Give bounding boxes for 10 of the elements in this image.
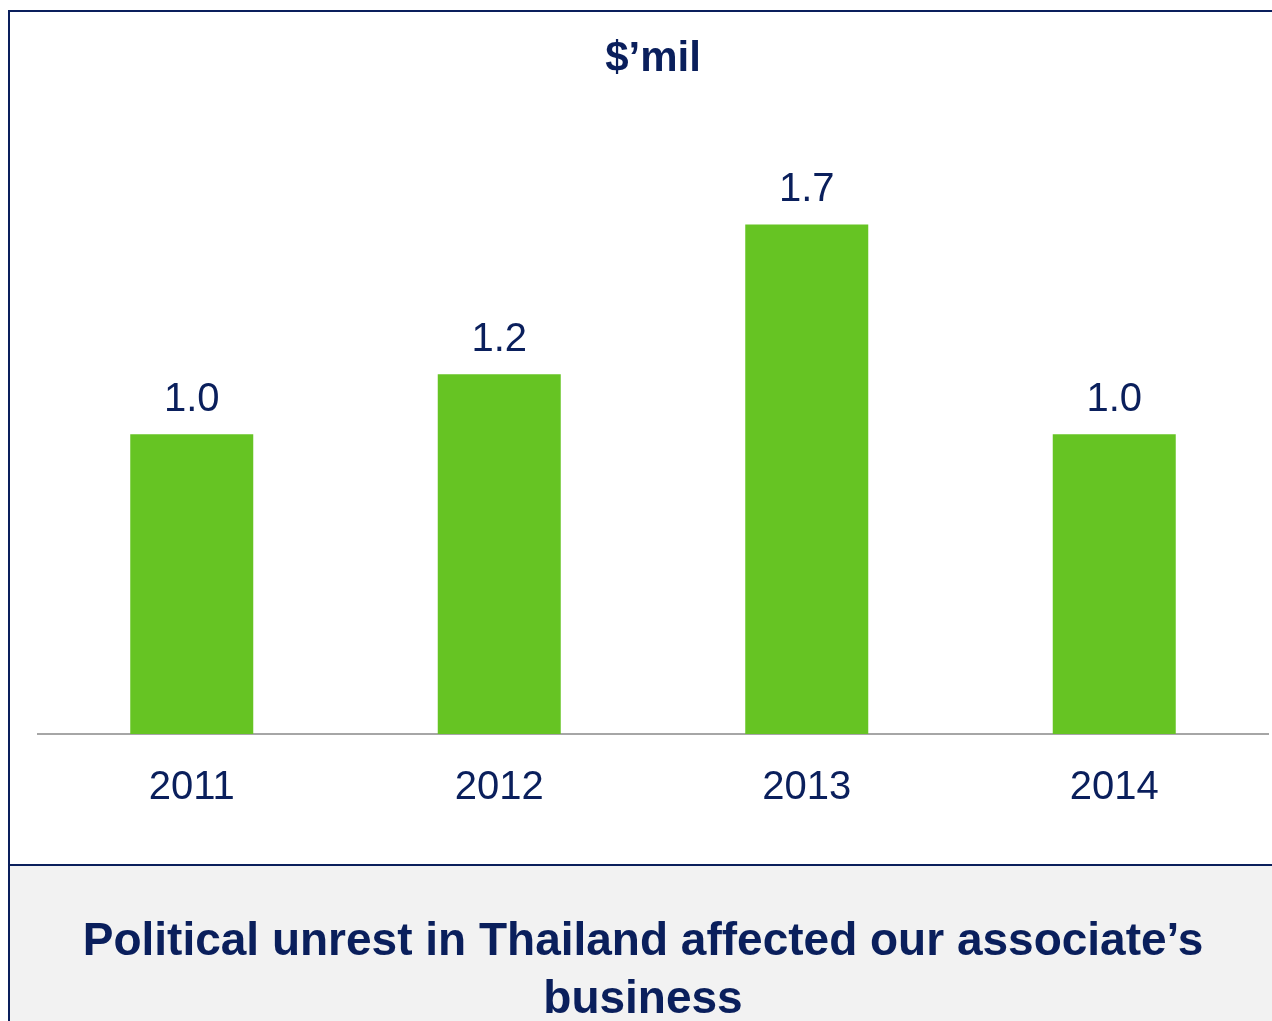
- data-label: 1.7: [778, 165, 835, 210]
- x-tick-label: 2013: [762, 763, 852, 808]
- data-label: 1.0: [163, 375, 220, 420]
- text: Political unrest in Thailand affected our associate’s business: [10, 864, 1272, 1021]
- data-label: 1.0: [1086, 375, 1143, 420]
- data-label: 1.2: [471, 315, 528, 360]
- x-tick-label: 2012: [454, 763, 544, 808]
- chart-title: $’mil: [605, 32, 701, 80]
- x-tick-label: 2011: [148, 763, 235, 808]
- x-tick-label: 2014: [1069, 763, 1159, 808]
